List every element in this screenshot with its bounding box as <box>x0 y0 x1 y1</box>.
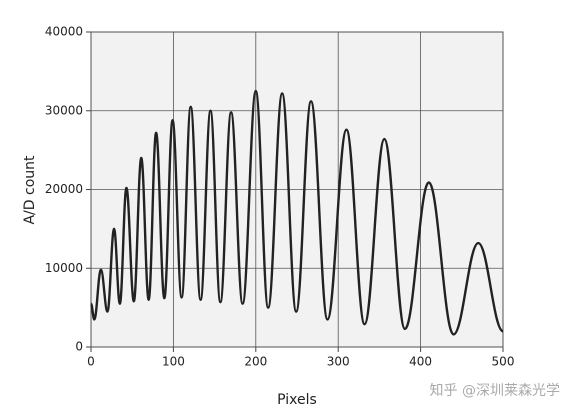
x-tick-label: 0 <box>87 355 95 369</box>
x-tick-label: 500 <box>492 355 515 369</box>
y-tick-label: 40000 <box>45 25 83 39</box>
x-axis-label: Pixels <box>277 392 317 408</box>
x-tick-label: 100 <box>162 355 185 369</box>
x-tick-label: 300 <box>327 355 350 369</box>
y-tick-label: 30000 <box>45 103 83 117</box>
y-tick-label: 0 <box>75 340 83 354</box>
y-axis-label: A/D count <box>22 155 38 225</box>
data-line <box>89 89 505 336</box>
x-tick-label: 400 <box>409 355 432 369</box>
x-tick-label: 200 <box>244 355 267 369</box>
watermark: 知乎 @深圳莱森光学 <box>430 382 560 399</box>
y-tick-label: 20000 <box>45 182 83 196</box>
y-tick-label: 10000 <box>45 261 83 275</box>
